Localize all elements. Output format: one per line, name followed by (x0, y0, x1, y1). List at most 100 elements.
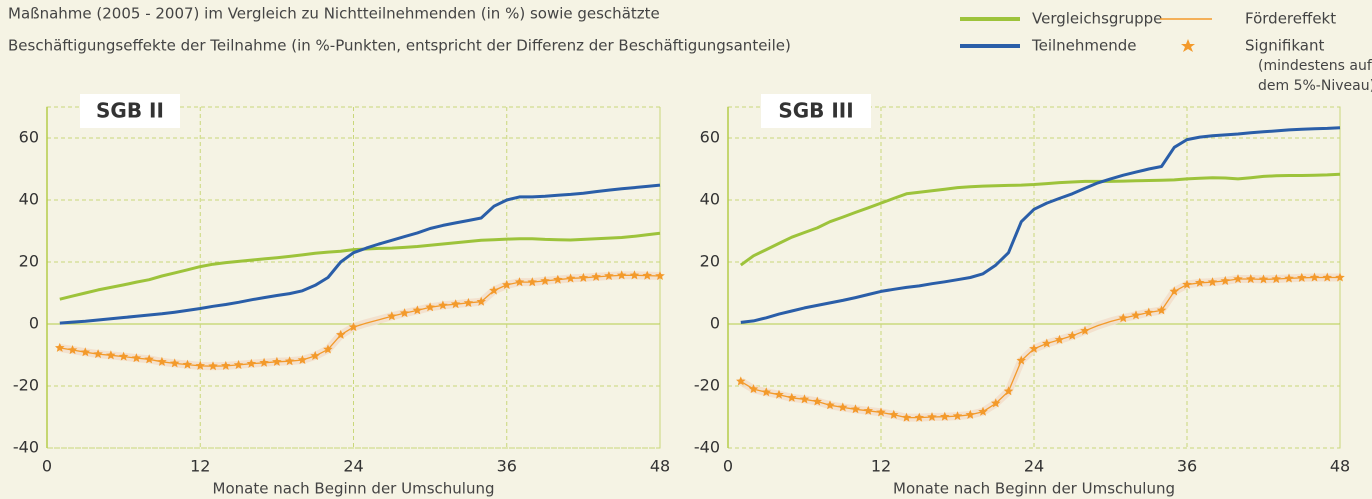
significance-star (297, 355, 308, 364)
significance-star (476, 296, 486, 306)
significance-star (93, 349, 103, 359)
chart-title: SGB III (778, 99, 853, 123)
x-tick-label: 0 (42, 457, 52, 476)
significance-star (952, 411, 963, 421)
x-tick-label: 24 (343, 457, 363, 476)
y-tick-label: 60 (19, 128, 39, 147)
y-tick-label: 20 (700, 252, 720, 271)
significance-star (629, 270, 640, 280)
chart-title: SGB II (96, 99, 164, 123)
significance-star (825, 400, 835, 410)
significance-star (1271, 274, 1281, 284)
significance-star (1080, 325, 1090, 335)
series-line (59, 183, 661, 325)
significance-star (412, 305, 423, 315)
significance-star (131, 353, 142, 363)
series-line (739, 172, 1341, 267)
significance-star (387, 311, 397, 321)
y-tick-label: 40 (700, 190, 720, 209)
significance-star (348, 322, 359, 332)
significance-star (1246, 274, 1256, 284)
significance-star (850, 404, 861, 414)
y-tick-label: -20 (13, 376, 39, 395)
significance-star (1297, 272, 1307, 282)
significance-star (399, 308, 410, 318)
significance-star (978, 406, 988, 416)
significance-star (1233, 274, 1243, 284)
significance-star (774, 389, 784, 399)
y-tick-label: -20 (694, 376, 720, 395)
legend-label: (mindestens auf (1258, 58, 1372, 74)
significance-star (1258, 274, 1269, 284)
y-tick-label: 40 (19, 190, 39, 209)
significance-star (1029, 343, 1039, 353)
significance-star (1220, 275, 1230, 285)
significance-star (565, 273, 576, 283)
header-line: Beschäftigungseffekte der Teilnahme (in … (8, 37, 791, 55)
significance-star (1003, 386, 1014, 396)
significance-star (425, 302, 435, 312)
significance-star (655, 271, 665, 280)
significance-star (80, 347, 91, 357)
significance-star (157, 356, 167, 366)
chart: -40 -20 0 20 40 60 0 12 24 36 48 Monate nach Beginn… (694, 94, 1350, 498)
legend-label: Fördereffekt (1245, 10, 1336, 28)
x-tick-label: 24 (1024, 457, 1044, 476)
significance-star (144, 354, 154, 364)
x-tick-label: 12 (871, 457, 891, 476)
significance-star (1207, 277, 1218, 287)
significance-star (553, 274, 563, 284)
significance-star (1169, 286, 1179, 296)
significance-star (182, 359, 193, 369)
legend-star (1181, 39, 1195, 52)
significance-star (540, 275, 550, 285)
significance-star (799, 394, 810, 404)
significance-star (1054, 334, 1065, 344)
legend-label: Teilnehmende (1031, 37, 1137, 55)
significance-star (450, 299, 461, 309)
significance-star (438, 300, 448, 310)
significance-star (527, 277, 537, 287)
significance-star (1042, 338, 1052, 348)
y-tick-label: 0 (29, 314, 39, 333)
y-tick-label: -40 (13, 438, 39, 457)
significance-star (310, 350, 320, 360)
header-line: Maßnahme (2005 - 2007) im Vergleich zu N… (8, 5, 660, 23)
significance-star (889, 409, 899, 419)
significance-star (272, 356, 282, 366)
significance-star (1131, 310, 1141, 320)
x-tick-label: 12 (190, 457, 210, 476)
significance-star (1335, 272, 1345, 282)
x-tick-label: 36 (497, 457, 517, 476)
significance-star (118, 351, 129, 361)
significance-star (901, 412, 912, 422)
title-box (761, 94, 871, 128)
x-tick-label: 48 (650, 457, 670, 476)
y-tick-label: 0 (710, 314, 720, 333)
significance-star (604, 271, 614, 280)
significance-star (914, 412, 924, 422)
legend-label: Vergleichsgruppe (1032, 10, 1162, 28)
significance-star (1284, 273, 1294, 283)
x-axis-label: Monate nach Beginn der Umschulung (213, 480, 495, 498)
significance-star (259, 357, 269, 367)
significance-star (1016, 355, 1026, 365)
significance-star (876, 407, 886, 417)
significance-star (489, 285, 499, 295)
significance-star (463, 297, 474, 307)
significance-star (67, 345, 78, 355)
significance-star (578, 272, 589, 282)
significance-star (991, 398, 1001, 408)
y-tick-label: -40 (694, 438, 720, 457)
significance-star (195, 360, 205, 370)
significance-star (812, 396, 822, 406)
x-axis-label: Monate nach Beginn der Umschulung (893, 480, 1175, 498)
significance-star (1182, 279, 1192, 289)
y-tick-label: 20 (19, 252, 39, 271)
significance-star (323, 344, 333, 354)
x-tick-label: 48 (1330, 457, 1350, 476)
legend: Vergleichsgruppe Teilnehmende Fördereffe… (960, 10, 1372, 94)
significance-star (246, 358, 257, 368)
